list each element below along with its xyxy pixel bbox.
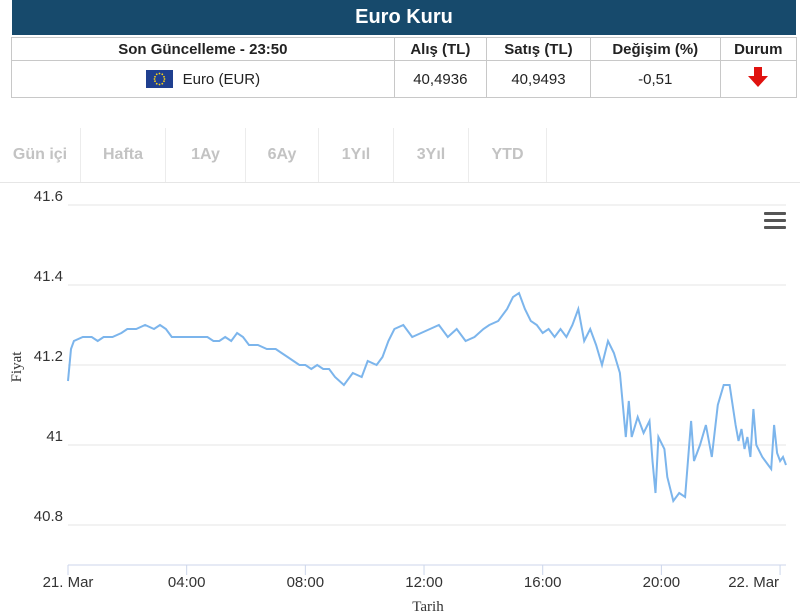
- page-title: Euro Kuru: [355, 6, 453, 28]
- y-tick-label: 41.4: [34, 268, 63, 285]
- col-header-buy: Alış (TL): [393, 37, 487, 61]
- currency-cell: Euro (EUR): [11, 60, 395, 98]
- x-tick-label: 16:00: [524, 574, 562, 591]
- eu-flag-icon: [145, 70, 173, 88]
- table-header-row: Son Güncelleme - 23:50 Alış (TL) Satış (…: [11, 37, 798, 61]
- buy-value: 40,4936: [393, 60, 487, 98]
- x-tick-label: 08:00: [287, 574, 325, 591]
- x-axis-ticks: 21. Mar 04:00 08:00 12:00 16:00 20:00 22. Mar: [43, 565, 781, 591]
- y-tick-label: 40.8: [34, 508, 63, 525]
- table-row: Euro (EUR) 40,4936 40,9493 -0,51: [11, 60, 798, 98]
- tab-1-year[interactable]: 1Yıl: [319, 128, 394, 182]
- chart-menu-icon[interactable]: [764, 212, 786, 230]
- price-chart: 40.8 41 41.2 41.4 41.6 21. Mar 04:00 08:00 12:0…: [9, 188, 787, 611]
- y-axis-ticks: 40.8 41 41.2 41.4 41.6: [34, 188, 63, 525]
- x-tick-label: 04:00: [168, 574, 206, 591]
- y-tick-label: 41.6: [34, 188, 63, 205]
- sell-value: 40,9493: [485, 60, 591, 98]
- tab-week[interactable]: Hafta: [81, 128, 166, 182]
- y-tick-label: 41: [46, 428, 63, 445]
- price-line: [67, 291, 787, 504]
- x-tick-label: 20:00: [643, 574, 681, 591]
- currency-name: Euro (EUR): [182, 70, 261, 88]
- chart-gridlines: [68, 204, 786, 526]
- rate-table: Son Güncelleme - 23:50 Alış (TL) Satış (…: [11, 37, 798, 98]
- col-header-updated: Son Güncelleme - 23:50: [11, 37, 395, 61]
- y-axis-title: Fiyat: [9, 351, 25, 383]
- arrow-down-icon: [748, 67, 769, 87]
- x-tick-label: 12:00: [405, 574, 443, 591]
- x-tick-label: 22. Mar: [728, 574, 779, 591]
- col-header-status: Durum: [719, 37, 798, 61]
- change-value: -0,51: [589, 60, 721, 98]
- tab-3-year[interactable]: 3Yıl: [394, 128, 469, 182]
- status-cell: [719, 60, 798, 98]
- col-header-sell: Satış (TL): [485, 37, 591, 61]
- tab-ytd[interactable]: YTD: [469, 128, 547, 182]
- tab-6-month[interactable]: 6Ay: [246, 128, 319, 182]
- col-header-change: Değişim (%): [589, 37, 721, 61]
- tab-intraday[interactable]: Gün içi: [0, 128, 81, 182]
- x-axis-title: Tarih: [412, 599, 444, 611]
- y-tick-label: 41.2: [34, 348, 63, 365]
- x-tick-label: 21. Mar: [43, 574, 94, 591]
- page-title-bar: Euro Kuru: [12, 0, 796, 35]
- tab-1-month[interactable]: 1Ay: [166, 128, 246, 182]
- range-tabs: Gün içi Hafta 1Ay 6Ay 1Yıl 3Yıl YTD: [0, 128, 800, 183]
